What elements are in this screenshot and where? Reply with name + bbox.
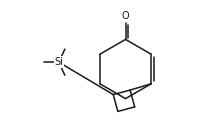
Text: Si: Si — [54, 57, 63, 67]
Text: O: O — [121, 11, 129, 22]
